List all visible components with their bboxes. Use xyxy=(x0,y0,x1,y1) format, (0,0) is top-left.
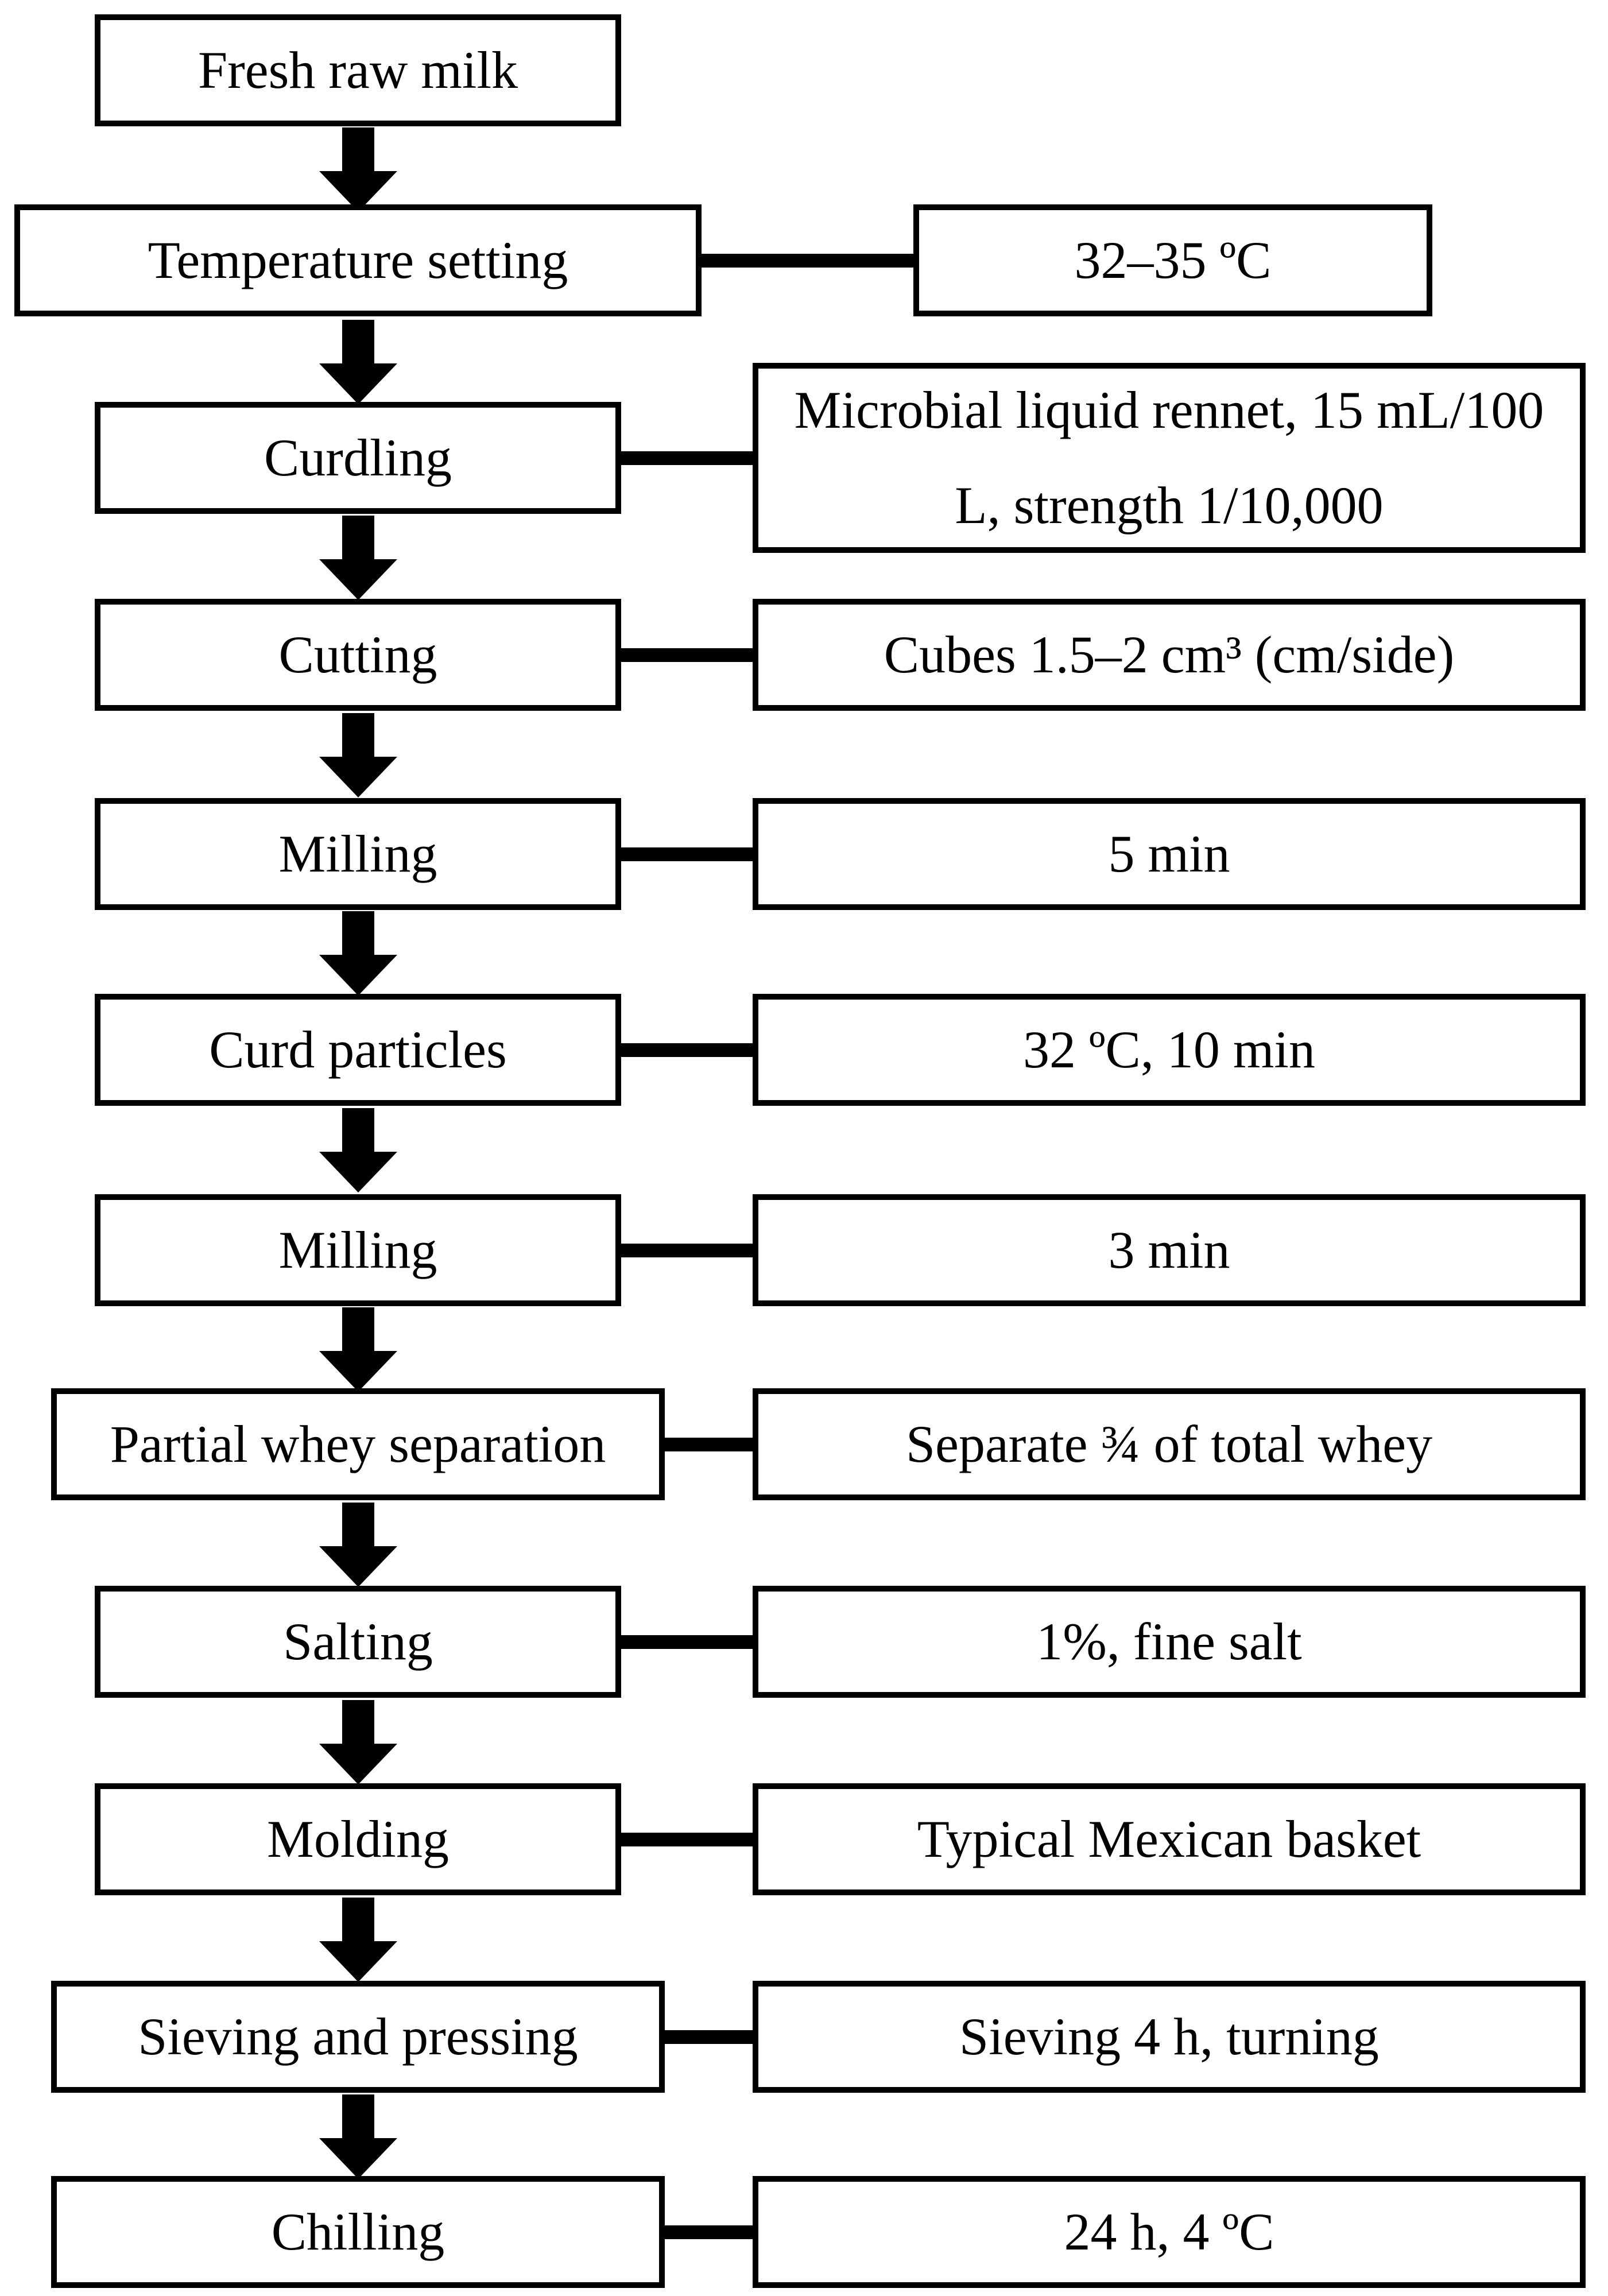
flow-row: Temperature setting 32–35 ºC xyxy=(0,204,1608,316)
detail-box-salt: 1%, fine salt xyxy=(753,1586,1586,1698)
connector-line xyxy=(702,254,913,268)
step-box-cutting: Cutting xyxy=(95,599,621,711)
down-arrow-icon xyxy=(319,1307,397,1392)
flow-row: Milling 5 min xyxy=(0,798,1608,910)
flow-row: Curdling Microbial liquid rennet, 15 mL/… xyxy=(0,363,1608,553)
detail-box-basket: Typical Mexican basket xyxy=(753,1783,1586,1895)
connector-line xyxy=(621,1043,753,1057)
detail-box-cubes: Cubes 1.5–2 cm³ (cm/side) xyxy=(753,599,1586,711)
connector-line xyxy=(665,1438,753,1451)
step-box-salting: Salting xyxy=(95,1586,621,1698)
step-box-milling-2: Milling xyxy=(95,1194,621,1306)
detail-box-curd-particles: 32 ºC, 10 min xyxy=(753,994,1586,1106)
flow-row: Fresh raw milk xyxy=(0,14,1608,126)
detail-box-rennet: Microbial liquid rennet, 15 mL/100 L, st… xyxy=(753,363,1586,553)
connector-line xyxy=(621,847,753,861)
flow-row: Cutting Cubes 1.5–2 cm³ (cm/side) xyxy=(0,599,1608,711)
flow-row: Salting 1%, fine salt xyxy=(0,1586,1608,1698)
detail-box-whey: Separate ¾ of total whey xyxy=(753,1388,1586,1500)
connector-line xyxy=(665,2225,753,2239)
connector-line xyxy=(621,1635,753,1649)
flow-row: Sieving and pressing Sieving 4 h, turnin… xyxy=(0,1981,1608,2093)
down-arrow-icon xyxy=(319,516,397,600)
step-box-molding: Molding xyxy=(95,1783,621,1895)
down-arrow-icon xyxy=(319,1700,397,1784)
flow-row: Chilling 24 h, 4 ºC xyxy=(0,2176,1608,2288)
down-arrow-icon xyxy=(319,127,397,212)
connector-line xyxy=(621,1833,753,1846)
down-arrow-icon xyxy=(319,713,397,797)
step-box-curd-particles: Curd particles xyxy=(95,994,621,1106)
down-arrow-icon xyxy=(319,2094,397,2179)
step-box-fresh-raw-milk: Fresh raw milk xyxy=(95,14,621,126)
down-arrow-icon xyxy=(319,911,397,996)
step-box-partial-whey-separation: Partial whey separation xyxy=(51,1388,665,1500)
step-box-temperature-setting: Temperature setting xyxy=(14,204,702,316)
down-arrow-icon xyxy=(319,1108,397,1192)
detail-box-sieving: Sieving 4 h, turning xyxy=(753,1981,1586,2093)
step-box-sieving-and-pressing: Sieving and pressing xyxy=(51,1981,665,2093)
connector-line xyxy=(621,1244,753,1257)
connector-line xyxy=(665,2030,753,2044)
step-box-milling-1: Milling xyxy=(95,798,621,910)
flow-row: Curd particles 32 ºC, 10 min xyxy=(0,994,1608,1106)
detail-box-milling-2-time: 3 min xyxy=(753,1194,1586,1306)
flow-row: Milling 3 min xyxy=(0,1194,1608,1306)
connector-line xyxy=(621,451,753,465)
detail-box-chilling: 24 h, 4 ºC xyxy=(753,2176,1586,2288)
down-arrow-icon xyxy=(319,1503,397,1587)
detail-box-temperature: 32–35 ºC xyxy=(913,204,1432,316)
down-arrow-icon xyxy=(319,320,397,404)
detail-box-milling-1-time: 5 min xyxy=(753,798,1586,910)
down-arrow-icon xyxy=(319,1898,397,1982)
flow-row: Partial whey separation Separate ¾ of to… xyxy=(0,1388,1608,1500)
step-box-chilling: Chilling xyxy=(51,2176,665,2288)
flow-row: Molding Typical Mexican basket xyxy=(0,1783,1608,1895)
step-box-curdling: Curdling xyxy=(95,402,621,514)
connector-line xyxy=(621,648,753,662)
